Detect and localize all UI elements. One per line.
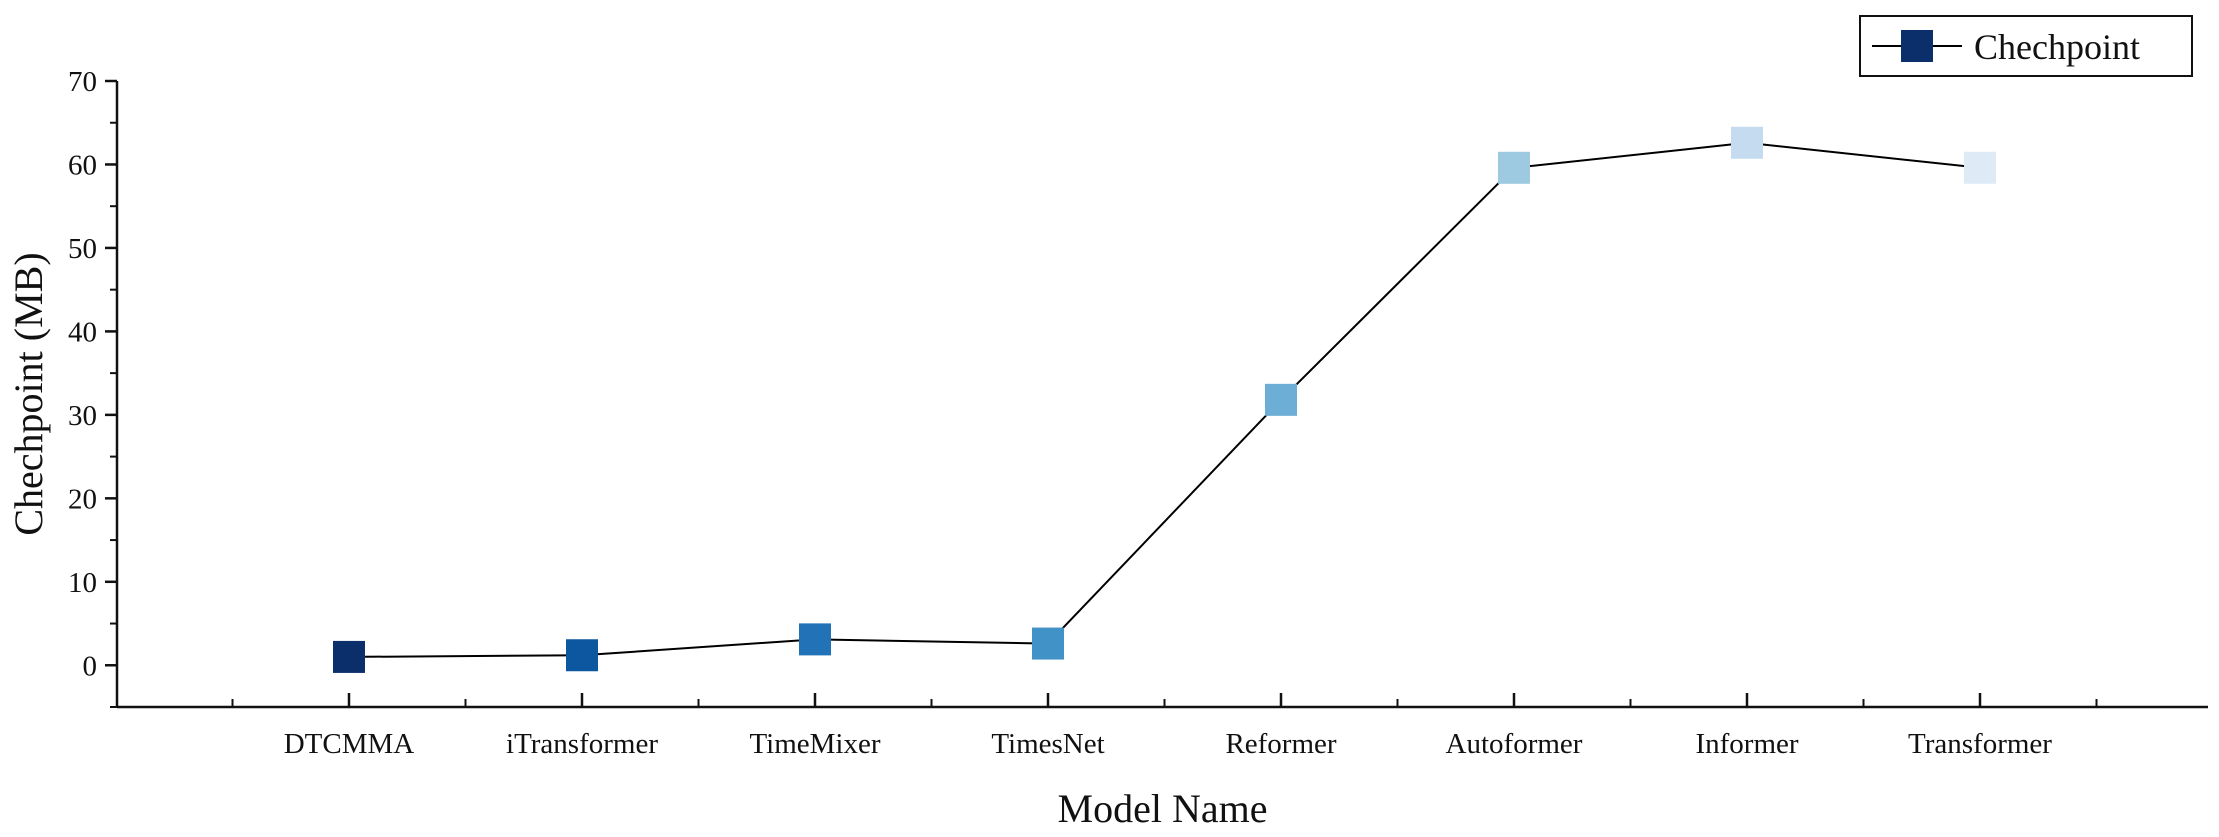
axes [115,81,2208,709]
data-point [566,639,598,672]
x-tick-label: DTCMMA [284,728,415,760]
x-tick-label: Informer [1695,728,1798,760]
y-tick-label: 30 [68,400,97,432]
data-point [1032,627,1064,660]
x-tick-label: Autoformer [1446,728,1583,760]
legend-marker [1901,30,1933,62]
x-tick-label: TimesNet [991,728,1104,760]
y-axis-title: Chechpoint (MB) [6,252,51,535]
legend: Chechpoint [1859,15,2193,77]
y-tick-label: 20 [68,483,97,515]
y-tick-label: 70 [68,66,97,98]
x-ticks: DTCMMA iTransformer TimeMixer TimesNet Refor… [231,693,2098,760]
y-ticks: 0 10 20 30 40 50 60 70 [68,66,117,708]
data-point [1265,383,1297,416]
y-tick-label: 50 [68,233,97,265]
x-axis-title: Model Name [1058,786,1268,831]
data-point [1964,151,1996,184]
y-tick-label: 60 [68,149,97,181]
x-tick-label: TimeMixer [749,728,880,760]
data-points [333,126,1996,673]
y-tick-label: 10 [68,567,97,599]
x-tick-label: Transformer [1908,728,2052,760]
data-point [333,640,365,673]
series-line [348,141,1981,658]
data-point [1498,151,1530,184]
y-tick-label: 40 [68,316,97,348]
x-tick-label: Reformer [1225,728,1336,760]
legend-label: Chechpoint [1974,27,2140,67]
y-tick-label: 0 [83,650,98,682]
data-point [799,623,831,656]
data-point [1731,126,1763,159]
x-tick-label: iTransformer [506,728,658,760]
